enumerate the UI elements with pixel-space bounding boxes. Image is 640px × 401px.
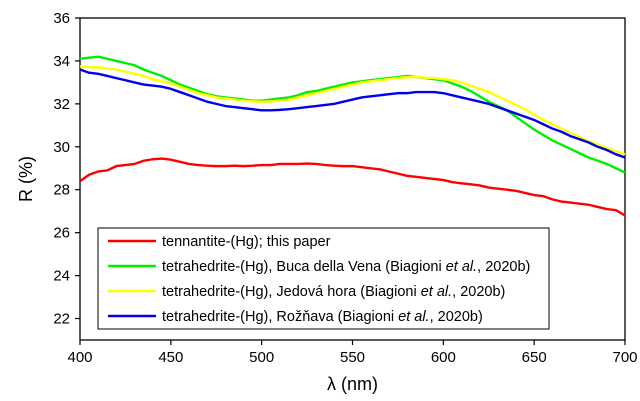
legend-entry: tetrahedrite-(Hg), Rožňava (Biagioni et … [162, 309, 483, 325]
legend-text-part: , 2020b) [430, 309, 483, 325]
series-line-2 [79, 55, 626, 174]
x-tick-label: 500 [249, 349, 274, 366]
legend-text-part: , 2020b) [477, 259, 530, 275]
y-tick-label: 32 [53, 96, 70, 113]
legend-box [97, 227, 550, 330]
y-tick-label: 34 [53, 53, 70, 70]
series-line-1 [79, 157, 626, 217]
axis-layer: 400 450 500 550 600 650 700 22 24 26 28 30 32 34 36 [53, 10, 637, 366]
legend-text-part: tetrahedrite-(Hg), Rožňava (Biagioni [162, 309, 398, 325]
x-tick-label: 400 [67, 349, 92, 366]
y-tick-label: 28 [53, 182, 70, 199]
series-layer [79, 55, 626, 217]
legend-text-part: et al. [446, 259, 477, 275]
x-tick-label: 700 [612, 349, 637, 366]
legend-text-part: tetrahedrite-(Hg), Buca della Vena (Biag… [162, 259, 446, 275]
x-tick-label: 450 [158, 349, 183, 366]
x-axis-label: λ (nm) [327, 374, 378, 394]
legend-text-part: et al. [398, 309, 429, 325]
legend-entry: tetrahedrite-(Hg), Buca della Vena (Biag… [162, 259, 530, 275]
legend-text-part: , 2020b) [452, 284, 505, 300]
x-tick-label: 650 [522, 349, 547, 366]
x-tick-label: 550 [340, 349, 365, 366]
y-tick-label: 36 [53, 10, 70, 27]
legend-text-part: tennantite-(Hg); this paper [162, 234, 331, 250]
x-tick-label: 600 [431, 349, 456, 366]
y-axis-label: R (%) [16, 156, 36, 202]
legend-text-part: tetrahedrite-(Hg), Jedová hora (Biagioni [162, 284, 421, 300]
y-tick-label: 30 [53, 139, 70, 156]
series-line-3 [79, 65, 626, 156]
legend-text-part: et al. [421, 284, 452, 300]
y-tick-label: 24 [53, 268, 70, 285]
y-tick-label: 22 [53, 311, 70, 328]
y-tick-label: 26 [53, 225, 70, 242]
legend-entry: tennantite-(Hg); this paper [162, 234, 331, 250]
legend-entry: tetrahedrite-(Hg), Jedová hora (Biagioni… [162, 284, 505, 300]
series-line-4 [79, 68, 626, 159]
legend: tennantite-(Hg); this paper tetrahedrite-… [97, 227, 550, 330]
